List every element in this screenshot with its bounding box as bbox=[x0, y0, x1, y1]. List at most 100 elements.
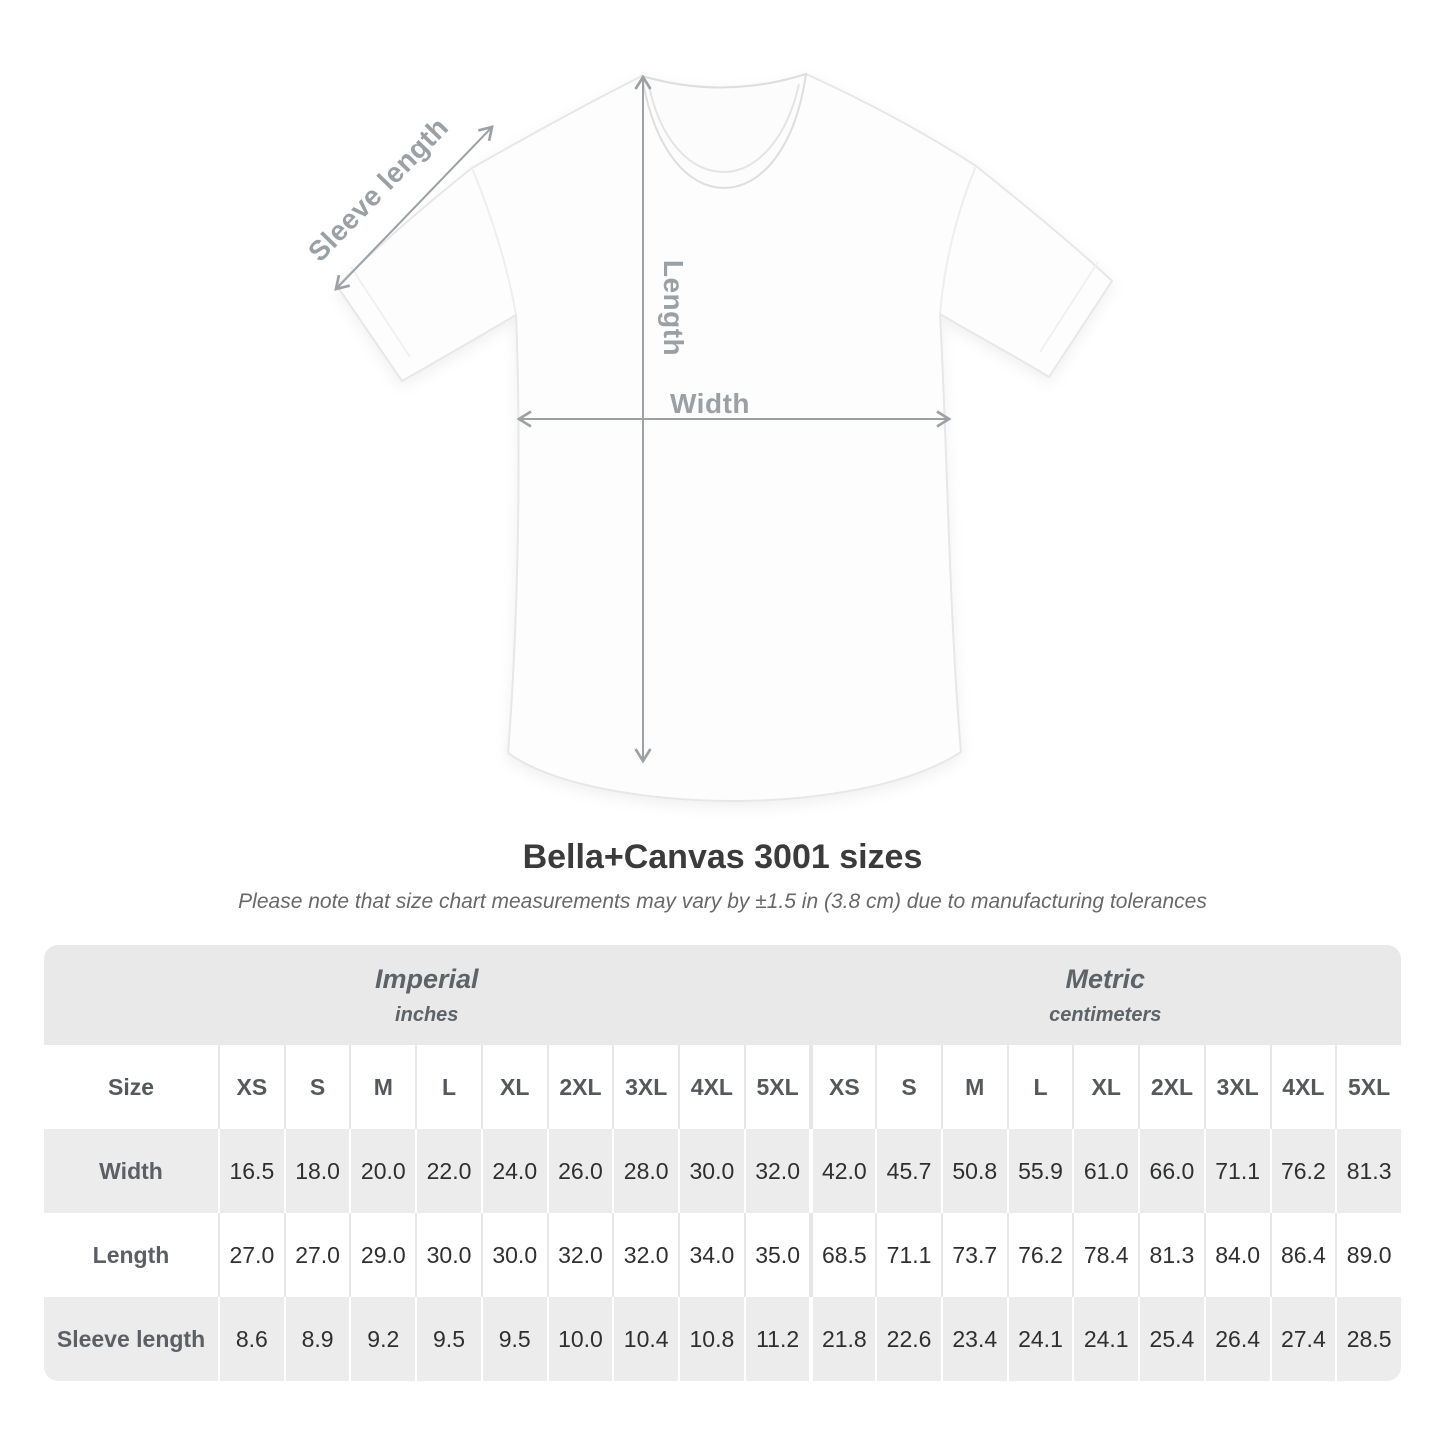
cell-length-imperial-m: 29.0 bbox=[349, 1213, 416, 1297]
tshirt-illustration bbox=[335, 72, 1114, 803]
cell-width-imperial-5xl: 32.0 bbox=[743, 1129, 810, 1213]
cell-length-imperial-s: 27.0 bbox=[283, 1213, 350, 1297]
cell-length-metric-l: 76.2 bbox=[1006, 1213, 1073, 1297]
size-col-header-metric-4xl: 4XL bbox=[1269, 1045, 1336, 1129]
tshirt-collar-rib bbox=[648, 83, 800, 174]
size-col-header-imperial-xl: XL bbox=[480, 1045, 547, 1129]
table-row-width: Width 16.5 18.0 20.0 22.0 24.0 26.0 28.0 30.0 32.… bbox=[44, 1129, 1401, 1213]
imperial-unit-label: inches bbox=[395, 1003, 459, 1026]
measurement-rows: Width 16.5 18.0 20.0 22.0 24.0 26.0 28.0 30.0 32.… bbox=[44, 1129, 1401, 1381]
cell-sleeve-length-metric-2xl: 25.4 bbox=[1138, 1297, 1204, 1381]
cell-length-metric-3xl: 84.0 bbox=[1203, 1213, 1270, 1297]
tshirt-right-cuff-fold bbox=[1039, 261, 1099, 353]
cell-sleeve-length-metric-xl: 24.1 bbox=[1072, 1297, 1139, 1381]
cell-sleeve-length-imperial-5xl: 11.2 bbox=[743, 1297, 810, 1381]
cell-width-metric-3xl: 71.1 bbox=[1203, 1129, 1270, 1213]
cell-sleeve-length-imperial-s: 8.9 bbox=[283, 1297, 350, 1381]
cell-sleeve-length-metric-s: 22.6 bbox=[875, 1297, 941, 1381]
cell-sleeve-length-metric-3xl: 26.4 bbox=[1203, 1297, 1270, 1381]
size-col-header-metric-xl: XL bbox=[1072, 1045, 1139, 1129]
size-col-header-imperial-m: M bbox=[349, 1045, 416, 1129]
tshirt-measurement-diagram: Sleeve length Length Width bbox=[302, 72, 1114, 803]
cell-sleeve-length-imperial-2xl: 10.0 bbox=[546, 1297, 613, 1381]
size-col-header-metric-xs: XS bbox=[809, 1045, 876, 1129]
table-row-sleeve-length: Sleeve length 8.6 8.9 9.2 9.5 9.5 10.0 10.4 10.8… bbox=[44, 1297, 1401, 1381]
size-col-header-metric-s: S bbox=[875, 1045, 941, 1129]
size-col-header-imperial-s: S bbox=[283, 1045, 350, 1129]
cell-width-imperial-xs: 16.5 bbox=[218, 1129, 284, 1213]
cell-length-imperial-5xl: 35.0 bbox=[743, 1213, 810, 1297]
size-col-header-imperial-5xl: 5XL bbox=[743, 1045, 810, 1129]
size-header-row: Size XS S M L XL 2XL 3XL 4XL 5XL XS S M L XL 2XL 3XL 4XL… bbox=[44, 1045, 1401, 1129]
unit-header-row: Imperial inches Metric centimeters bbox=[44, 945, 1401, 1045]
cell-sleeve-length-imperial-3xl: 10.4 bbox=[612, 1297, 679, 1381]
cell-length-metric-m: 73.7 bbox=[940, 1213, 1007, 1297]
cell-length-metric-xs: 68.5 bbox=[809, 1213, 876, 1297]
cell-width-metric-xl: 61.0 bbox=[1072, 1129, 1139, 1213]
size-col-header-metric-5xl: 5XL bbox=[1335, 1045, 1401, 1129]
cell-width-metric-m: 50.8 bbox=[940, 1129, 1007, 1213]
cell-width-imperial-l: 22.0 bbox=[415, 1129, 481, 1213]
tolerance-note: Please note that size chart measurements… bbox=[238, 890, 1207, 913]
cell-sleeve-length-metric-l: 24.1 bbox=[1006, 1297, 1073, 1381]
tshirt-diagram-svg: Sleeve length Length Width bbox=[302, 72, 1114, 803]
cell-sleeve-length-imperial-4xl: 10.8 bbox=[678, 1297, 744, 1381]
cell-length-metric-4xl: 86.4 bbox=[1269, 1213, 1336, 1297]
size-col-header-imperial-xs: XS bbox=[218, 1045, 284, 1129]
table-row-length: Length 27.0 27.0 29.0 30.0 30.0 32.0 32.0 34.0 35… bbox=[44, 1213, 1401, 1297]
cell-length-imperial-2xl: 32.0 bbox=[546, 1213, 613, 1297]
size-col-header-metric-l: L bbox=[1006, 1045, 1073, 1129]
cell-length-imperial-l: 30.0 bbox=[415, 1213, 481, 1297]
cell-length-imperial-4xl: 34.0 bbox=[678, 1213, 744, 1297]
cell-width-metric-s: 45.7 bbox=[875, 1129, 941, 1213]
cell-length-metric-2xl: 81.3 bbox=[1138, 1213, 1204, 1297]
size-col-header-metric-3xl: 3XL bbox=[1203, 1045, 1270, 1129]
cell-sleeve-length-metric-xs: 21.8 bbox=[809, 1297, 876, 1381]
row-label: Length bbox=[44, 1213, 218, 1297]
cell-width-metric-2xl: 66.0 bbox=[1138, 1129, 1204, 1213]
size-col-header-metric-2xl: 2XL bbox=[1138, 1045, 1204, 1129]
cell-sleeve-length-imperial-l: 9.5 bbox=[415, 1297, 481, 1381]
unit-header-imperial: Imperial inches bbox=[44, 945, 810, 1045]
cell-length-metric-xl: 78.4 bbox=[1072, 1213, 1139, 1297]
row-label: Width bbox=[44, 1129, 218, 1213]
cell-width-imperial-3xl: 28.0 bbox=[612, 1129, 679, 1213]
row-label: Sleeve length bbox=[44, 1297, 218, 1381]
size-col-header-imperial-2xl: 2XL bbox=[546, 1045, 613, 1129]
cell-width-metric-4xl: 76.2 bbox=[1269, 1129, 1336, 1213]
length-label: Length bbox=[658, 260, 689, 356]
size-table: Imperial inches Metric centimeters Size … bbox=[44, 945, 1401, 1381]
metric-label: Metric bbox=[1065, 963, 1145, 994]
cell-sleeve-length-imperial-m: 9.2 bbox=[349, 1297, 416, 1381]
cell-length-metric-5xl: 89.0 bbox=[1335, 1213, 1401, 1297]
size-col-header-imperial-3xl: 3XL bbox=[612, 1045, 679, 1129]
sleeve-length-arrow bbox=[334, 125, 494, 291]
size-col-header-imperial-4xl: 4XL bbox=[678, 1045, 744, 1129]
cell-sleeve-length-imperial-xs: 8.6 bbox=[218, 1297, 284, 1381]
size-col-header-imperial-l: L bbox=[415, 1045, 481, 1129]
cell-sleeve-length-metric-5xl: 28.5 bbox=[1335, 1297, 1401, 1381]
cell-width-imperial-m: 20.0 bbox=[349, 1129, 416, 1213]
cell-width-imperial-4xl: 30.0 bbox=[678, 1129, 744, 1213]
cell-length-imperial-3xl: 32.0 bbox=[612, 1213, 679, 1297]
size-col-header-metric-m: M bbox=[940, 1045, 1007, 1129]
measurement-arrows bbox=[334, 74, 952, 764]
size-column-header: Size bbox=[44, 1045, 218, 1129]
cell-sleeve-length-metric-m: 23.4 bbox=[940, 1297, 1007, 1381]
cell-width-imperial-2xl: 26.0 bbox=[546, 1129, 613, 1213]
metric-unit-label: centimeters bbox=[1049, 1003, 1162, 1026]
cell-width-metric-5xl: 81.3 bbox=[1335, 1129, 1401, 1213]
cell-length-imperial-xl: 30.0 bbox=[480, 1213, 547, 1297]
cell-width-metric-l: 55.9 bbox=[1006, 1129, 1073, 1213]
width-label: Width bbox=[670, 388, 750, 419]
cell-width-imperial-xl: 24.0 bbox=[480, 1129, 547, 1213]
tshirt-neck-opening bbox=[640, 72, 808, 190]
cell-width-metric-xs: 42.0 bbox=[809, 1129, 876, 1213]
tshirt-right-sleeve-seam bbox=[939, 165, 977, 315]
imperial-label: Imperial bbox=[374, 963, 479, 994]
cell-sleeve-length-metric-4xl: 27.4 bbox=[1269, 1297, 1336, 1381]
unit-header-metric: Metric centimeters bbox=[809, 945, 1401, 1045]
cell-sleeve-length-imperial-xl: 9.5 bbox=[480, 1297, 547, 1381]
cell-length-imperial-xs: 27.0 bbox=[218, 1213, 284, 1297]
